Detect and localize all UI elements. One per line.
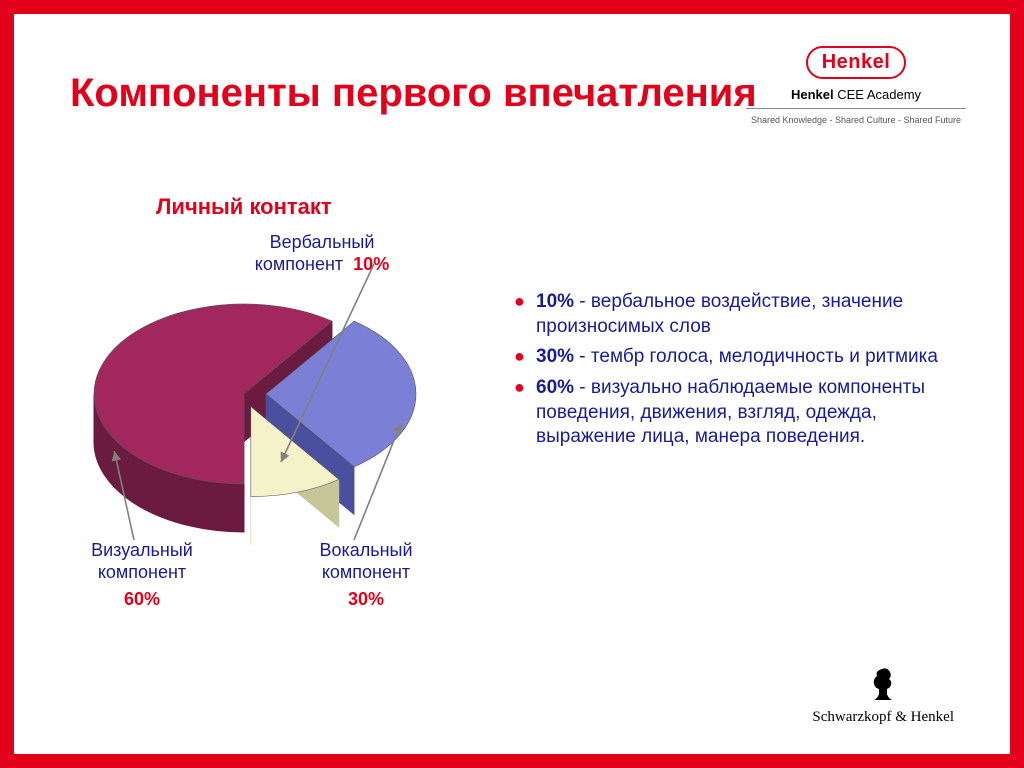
slide-frame: Компоненты первого впечатления Henkel He… bbox=[0, 0, 1024, 768]
academy-rest: CEE Academy bbox=[834, 87, 921, 102]
label-verbal: Вербальный компонент 10% bbox=[242, 232, 402, 275]
label-vocal: Вокальный компонент 30% bbox=[286, 540, 446, 611]
bullet-text: - визуально наблюдаемые компоненты повед… bbox=[536, 377, 925, 447]
bullet-list: 10% - вербальное воздействие, значение п… bbox=[514, 290, 974, 456]
academy-rule bbox=[746, 108, 966, 109]
page-title: Компоненты первого впечатления bbox=[70, 70, 757, 116]
chart-subtitle: Личный контакт bbox=[156, 194, 332, 220]
bullet-pct: 10% bbox=[536, 291, 574, 312]
academy-tagline: Shared Knowledge - Shared Culture - Shar… bbox=[746, 115, 966, 125]
label-vocal-text: Вокальный компонент bbox=[319, 540, 412, 582]
bullet-text: - вербальное воздействие, значение произ… bbox=[536, 291, 903, 337]
pie-chart bbox=[54, 224, 494, 584]
bullet-item: 10% - вербальное воздействие, значение п… bbox=[514, 290, 974, 339]
academy-bold: Henkel bbox=[791, 87, 834, 102]
silhouette-icon bbox=[812, 667, 954, 707]
header-branding: Henkel Henkel CEE Academy Shared Knowled… bbox=[746, 46, 966, 125]
bullet-item: 30% - тембр голоса, мелодичность и ритми… bbox=[514, 345, 974, 370]
footer-logo: Schwarzkopf & Henkel bbox=[812, 667, 954, 726]
henkel-logo: Henkel bbox=[806, 46, 907, 79]
bullet-pct: 30% bbox=[536, 346, 574, 367]
label-visual-pct: 60% bbox=[124, 589, 160, 611]
label-visual: Визуальный компонент 60% bbox=[62, 540, 222, 611]
label-visual-text: Визуальный компонент bbox=[91, 540, 193, 582]
footer-wordmark: Schwarzkopf & Henkel bbox=[812, 709, 954, 726]
pie-svg bbox=[54, 224, 494, 584]
bullet-item: 60% - визуально наблюдаемые компоненты п… bbox=[514, 376, 974, 450]
bullet-pct: 60% bbox=[536, 377, 574, 398]
bullet-text: - тембр голоса, мелодичность и ритмика bbox=[574, 346, 938, 367]
label-verbal-pct: 10% bbox=[353, 254, 389, 274]
label-vocal-pct: 30% bbox=[348, 589, 384, 611]
academy-line: Henkel CEE Academy bbox=[746, 87, 966, 102]
